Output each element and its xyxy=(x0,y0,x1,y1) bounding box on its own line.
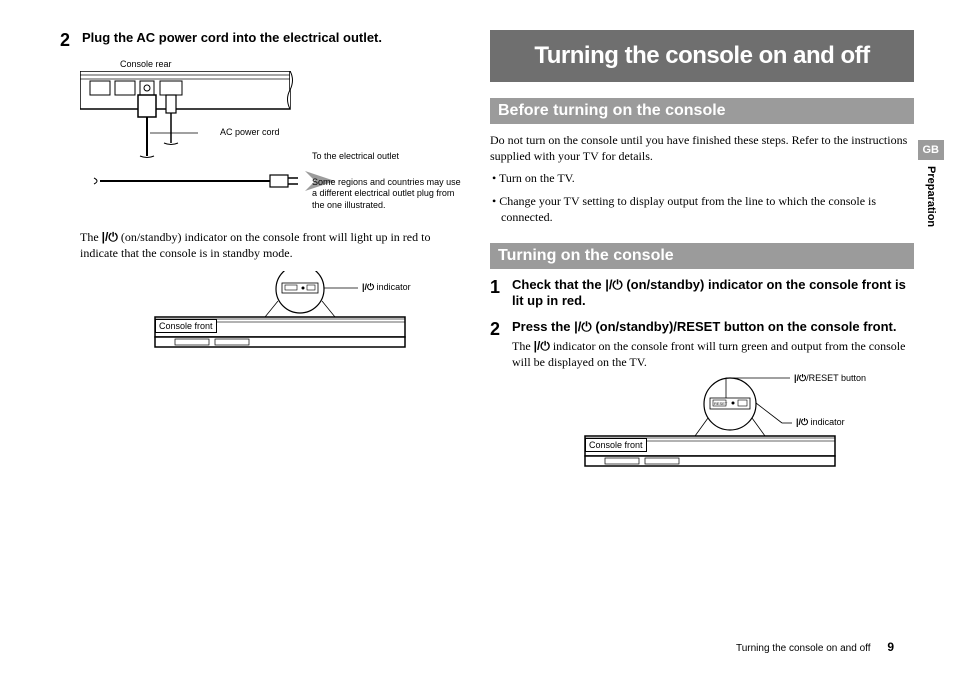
step-number: 2 xyxy=(490,319,506,370)
step-2-heading: Plug the AC power cord into the electric… xyxy=(82,30,382,45)
right-column: Turning the console on and off Before tu… xyxy=(490,30,914,500)
subheading-before: Before turning on the console xyxy=(490,98,914,124)
label-reset-button: |/⏻/RESET button xyxy=(794,373,866,384)
step-number: 2 xyxy=(60,30,76,51)
page-number: 9 xyxy=(887,640,894,654)
step-2-paragraph: The |/⏻ indicator on the console front w… xyxy=(512,339,914,370)
section-label-vertical: Preparation xyxy=(925,166,937,227)
diagram-console-front-left: Console front |/⏻ indicator xyxy=(100,271,460,361)
step-1-right: 1 Check that the |/⏻ (on/standby) indica… xyxy=(490,277,914,309)
step-2-heading: Press the |/⏻ (on/standby)/RESET button … xyxy=(512,319,896,334)
diagram-console-front-right: RESET Console fr xyxy=(530,376,890,486)
step-1-heading: Check that the |/⏻ (on/standby) indicato… xyxy=(512,277,906,308)
diagram-console-rear: Console rear xyxy=(80,59,440,209)
label-indicator: |/⏻ indicator xyxy=(796,417,845,428)
label-to-outlet: To the electrical outlet xyxy=(312,151,399,161)
side-tab: GB Preparation xyxy=(918,140,945,227)
before-bullet-2: • Change your TV setting to display outp… xyxy=(492,193,914,225)
indicator-paragraph: The |/⏻ (on/standby) indicator on the co… xyxy=(80,229,460,261)
svg-text:RESET: RESET xyxy=(714,401,728,406)
footer-title: Turning the console on and off xyxy=(736,643,871,654)
label-console-rear: Console rear xyxy=(120,59,172,69)
before-paragraph: Do not turn on the console until you hav… xyxy=(490,132,914,164)
step-number: 1 xyxy=(490,277,506,309)
main-heading: Turning the console on and off xyxy=(490,30,914,82)
footer: Turning the console on and off 9 xyxy=(736,640,894,654)
before-bullet-1: • Turn on the TV. xyxy=(492,170,914,186)
language-badge: GB xyxy=(918,140,945,160)
label-console-front: Console front xyxy=(585,438,647,452)
step-2: 2 Plug the AC power cord into the electr… xyxy=(60,30,460,51)
label-ac-cord: AC power cord xyxy=(220,127,280,137)
step-2-right: 2 Press the |/⏻ (on/standby)/RESET butto… xyxy=(490,319,914,370)
label-console-front: Console front xyxy=(155,319,217,333)
left-column: 2 Plug the AC power cord into the electr… xyxy=(60,30,460,500)
subheading-turning: Turning on the console xyxy=(490,243,914,269)
note-plug: Some regions and countries may use a dif… xyxy=(312,177,462,211)
label-indicator: |/⏻ indicator xyxy=(362,282,411,293)
